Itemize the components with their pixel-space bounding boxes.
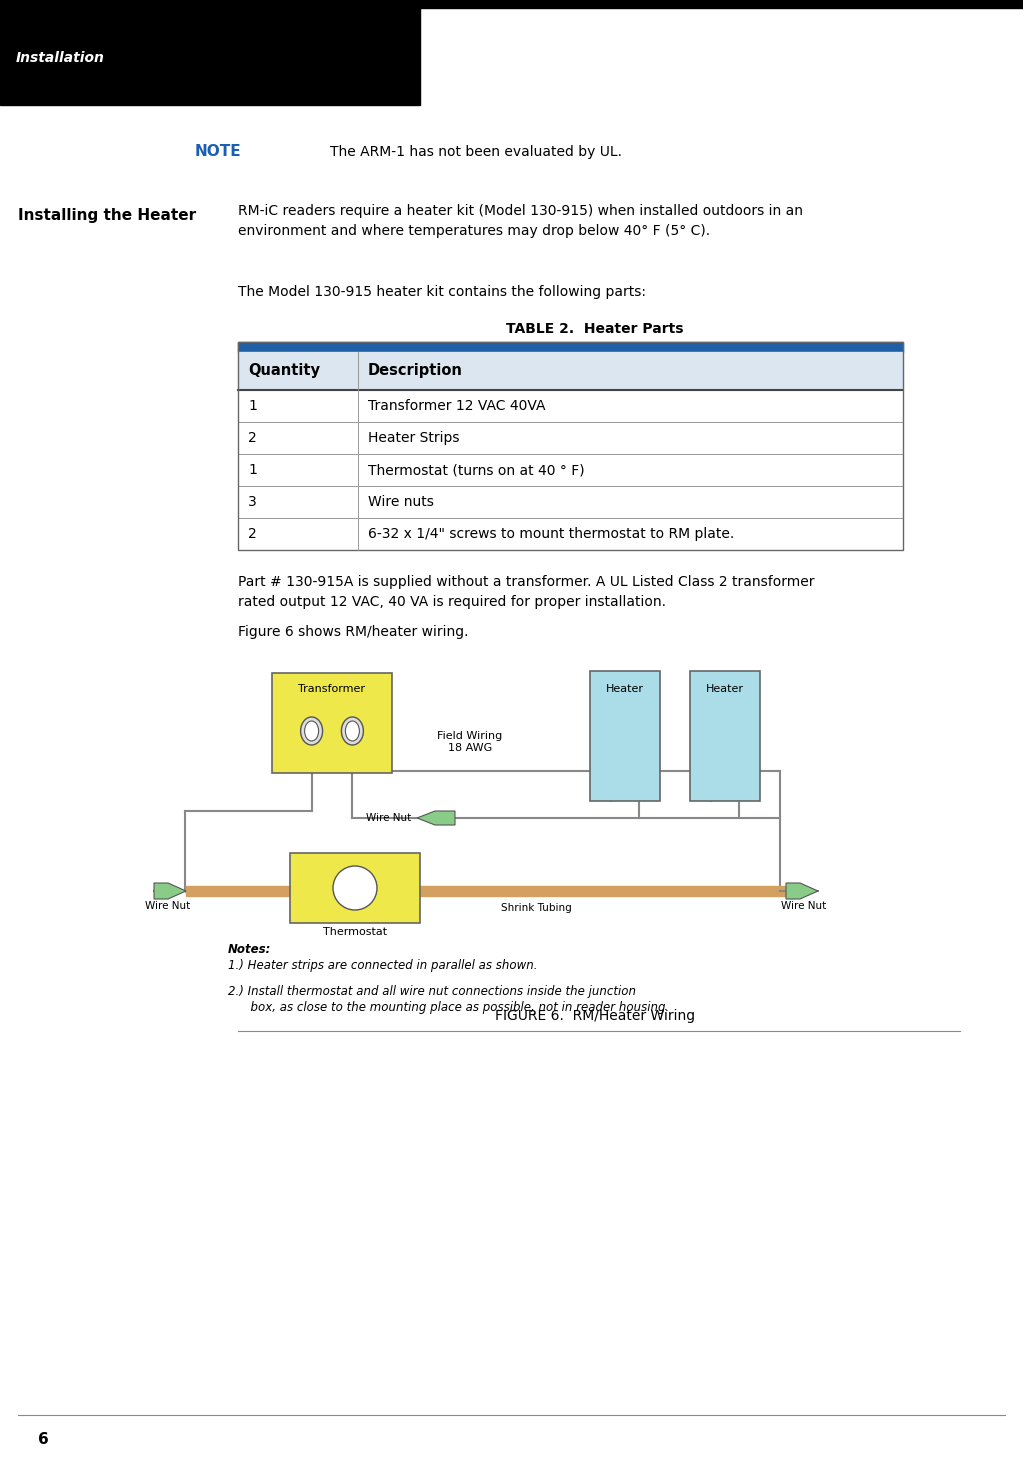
Ellipse shape xyxy=(342,716,363,744)
Bar xyxy=(290,853,420,923)
Text: box, as close to the mounting place as possible, not in reader housing.: box, as close to the mounting place as p… xyxy=(228,1001,669,1014)
Text: RM-iC readers require a heater kit (Model 130-915) when installed outdoors in an: RM-iC readers require a heater kit (Mode… xyxy=(238,204,803,238)
Text: Figure 6 shows RM/heater wiring.: Figure 6 shows RM/heater wiring. xyxy=(238,625,469,639)
Text: Wire nuts: Wire nuts xyxy=(368,495,434,509)
Text: 1: 1 xyxy=(248,462,257,477)
Polygon shape xyxy=(154,882,186,898)
Bar xyxy=(272,672,392,774)
Bar xyxy=(238,352,903,390)
Text: Quantity: Quantity xyxy=(248,364,320,379)
Text: Part # 130-915A is supplied without a transformer. A UL Listed Class 2 transform: Part # 130-915A is supplied without a tr… xyxy=(238,575,814,609)
Text: Transformer 12 VAC 40VA: Transformer 12 VAC 40VA xyxy=(368,399,545,413)
Text: Transformer: Transformer xyxy=(299,684,365,694)
Text: FIGURE 6.  RM/Heater Wiring: FIGURE 6. RM/Heater Wiring xyxy=(495,1009,695,1023)
Text: The Model 130-915 heater kit contains the following parts:: The Model 130-915 heater kit contains th… xyxy=(238,285,646,299)
Text: TABLE 2.  Heater Parts: TABLE 2. Heater Parts xyxy=(506,321,683,336)
Polygon shape xyxy=(417,810,455,825)
Text: Wire Nut: Wire Nut xyxy=(782,901,827,912)
Text: 3: 3 xyxy=(248,495,257,509)
Ellipse shape xyxy=(346,721,359,741)
Bar xyxy=(690,671,760,802)
Text: 2: 2 xyxy=(248,432,257,445)
Text: Heater: Heater xyxy=(606,684,644,694)
Ellipse shape xyxy=(305,721,318,741)
Text: 6-32 x 1/4" screws to mount thermostat to RM plate.: 6-32 x 1/4" screws to mount thermostat t… xyxy=(368,527,735,542)
Text: Installation: Installation xyxy=(16,51,105,65)
Text: 2.) Install thermostat and all wire nut connections inside the junction: 2.) Install thermostat and all wire nut … xyxy=(228,985,636,998)
Polygon shape xyxy=(786,882,818,898)
Bar xyxy=(186,887,786,895)
Text: Description: Description xyxy=(368,364,462,379)
Text: Heater: Heater xyxy=(706,684,744,694)
Text: 1: 1 xyxy=(248,399,257,413)
Text: Notes:: Notes: xyxy=(228,942,271,956)
Text: NOTE: NOTE xyxy=(195,144,241,160)
Ellipse shape xyxy=(301,716,322,744)
Bar xyxy=(238,342,903,550)
Text: Field Wiring
18 AWG: Field Wiring 18 AWG xyxy=(438,731,502,753)
Text: The ARM-1 has not been evaluated by UL.: The ARM-1 has not been evaluated by UL. xyxy=(330,145,622,159)
Text: 1.) Heater strips are connected in parallel as shown.: 1.) Heater strips are connected in paral… xyxy=(228,959,537,972)
Text: 2: 2 xyxy=(248,527,257,542)
Text: Wire Nut: Wire Nut xyxy=(145,901,190,912)
Text: Installing the Heater: Installing the Heater xyxy=(18,208,196,223)
Bar xyxy=(0,0,1023,7)
Text: 6: 6 xyxy=(38,1433,49,1447)
Text: Thermostat (turns on at 40 ° F): Thermostat (turns on at 40 ° F) xyxy=(368,462,584,477)
Circle shape xyxy=(333,866,377,910)
Text: Heater Strips: Heater Strips xyxy=(368,432,459,445)
Bar xyxy=(0,0,420,106)
Bar xyxy=(590,671,660,802)
Bar xyxy=(238,342,903,352)
Text: Shrink Tubing: Shrink Tubing xyxy=(500,903,572,913)
Text: Wire Nut: Wire Nut xyxy=(366,813,411,824)
Text: Thermostat: Thermostat xyxy=(323,926,387,937)
